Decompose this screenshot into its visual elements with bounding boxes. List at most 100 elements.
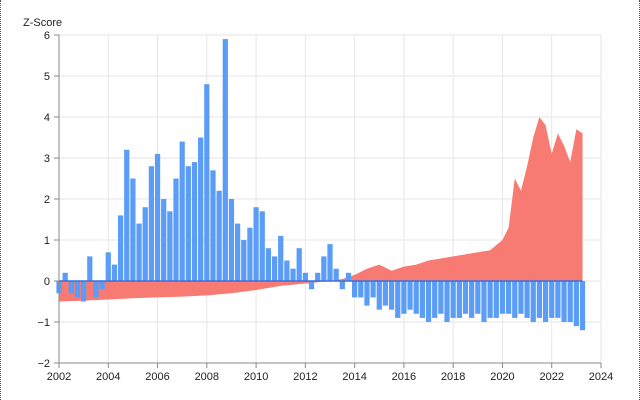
bar xyxy=(407,281,413,310)
bar xyxy=(401,281,407,314)
x-tick-label: 2008 xyxy=(195,371,219,383)
bar xyxy=(74,281,81,298)
x-tick-label: 2014 xyxy=(342,371,366,383)
bar xyxy=(198,137,204,281)
y-tick-label: 0 xyxy=(44,276,50,288)
bar xyxy=(487,281,493,318)
bar xyxy=(179,141,185,281)
bar xyxy=(216,190,222,281)
bar xyxy=(117,215,124,281)
bar xyxy=(542,281,549,322)
bar xyxy=(364,281,370,306)
bar xyxy=(339,281,345,290)
bar xyxy=(130,178,136,281)
bar xyxy=(419,281,426,318)
bar xyxy=(549,281,555,318)
area-fill xyxy=(59,117,583,302)
x-tick-label: 2018 xyxy=(441,371,465,383)
bar xyxy=(512,281,518,318)
bar xyxy=(228,199,235,281)
bar xyxy=(265,248,272,281)
bar xyxy=(432,281,438,318)
y-tick-label: 3 xyxy=(44,153,50,165)
bar xyxy=(62,272,68,281)
y-tick-label: −2 xyxy=(37,358,50,370)
bar xyxy=(499,281,506,314)
bar xyxy=(302,272,308,281)
bar xyxy=(376,281,382,310)
bar xyxy=(290,268,296,281)
bar xyxy=(154,153,161,281)
bar xyxy=(382,281,389,306)
bar xyxy=(444,281,450,322)
x-tick-label: 2010 xyxy=(244,371,268,383)
bar xyxy=(469,281,475,318)
bar xyxy=(284,260,290,281)
bar xyxy=(247,227,253,281)
bar xyxy=(161,199,167,281)
bar xyxy=(204,84,210,281)
bar xyxy=(185,166,191,281)
bar xyxy=(167,211,173,281)
bar xyxy=(370,281,376,298)
bar xyxy=(222,39,228,281)
bar xyxy=(450,281,456,318)
bar xyxy=(505,281,512,314)
bar xyxy=(93,281,99,298)
y-tick-label: 5 xyxy=(44,71,50,83)
bar xyxy=(561,281,567,322)
bar xyxy=(395,281,401,318)
bar xyxy=(481,281,487,322)
bar xyxy=(253,207,259,281)
bar xyxy=(530,281,536,322)
bar xyxy=(99,281,105,290)
bar xyxy=(524,281,530,318)
bar xyxy=(234,223,241,281)
bar xyxy=(555,281,561,318)
bar xyxy=(124,149,130,281)
y-tick-label: 2 xyxy=(44,194,50,206)
bar xyxy=(475,281,481,314)
bar xyxy=(308,281,315,290)
bar xyxy=(68,281,74,294)
x-tick-label: 2016 xyxy=(392,371,416,383)
bar xyxy=(136,223,142,281)
bar xyxy=(567,281,573,322)
bar xyxy=(425,281,432,322)
y-tick-label: 4 xyxy=(44,112,50,124)
bar xyxy=(518,281,524,314)
bar xyxy=(333,268,339,281)
bar xyxy=(315,272,321,281)
bar xyxy=(278,235,284,281)
bar xyxy=(327,244,333,281)
bar-series xyxy=(56,39,586,331)
bar xyxy=(173,178,179,281)
bar xyxy=(573,281,579,327)
bar xyxy=(111,264,118,281)
bar xyxy=(388,281,395,310)
bar xyxy=(105,252,111,281)
bar xyxy=(536,281,543,318)
bar xyxy=(456,281,462,318)
y-tick-label: 6 xyxy=(44,30,50,42)
bar xyxy=(87,256,93,281)
x-tick-label: 2004 xyxy=(96,371,120,383)
y-tick-label: 1 xyxy=(44,235,50,247)
bar xyxy=(210,170,216,281)
bar xyxy=(296,248,302,281)
y-tick-label: −1 xyxy=(37,317,50,329)
x-tick-label: 2020 xyxy=(490,371,514,383)
bar xyxy=(579,281,586,331)
bar xyxy=(413,281,419,314)
bar xyxy=(142,207,148,281)
bar xyxy=(438,281,444,314)
bar xyxy=(259,211,265,281)
bar xyxy=(148,166,155,281)
x-tick-label: 2022 xyxy=(539,371,563,383)
bar xyxy=(321,256,327,281)
x-tick-label: 2006 xyxy=(145,371,169,383)
area-series xyxy=(59,117,583,302)
